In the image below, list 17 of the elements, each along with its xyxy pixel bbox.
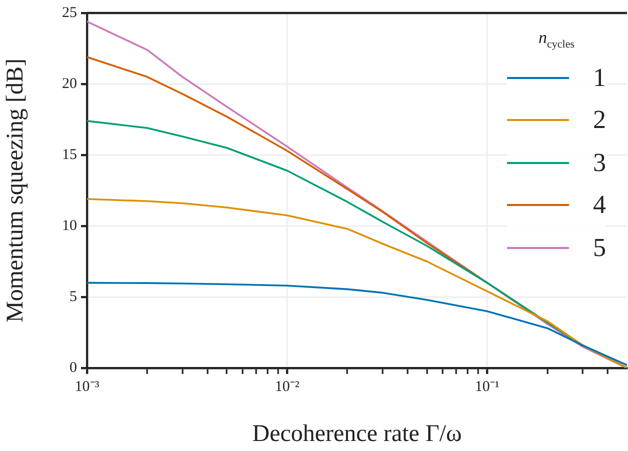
legend-title: n$_{cycles}$ <box>538 28 576 50</box>
x-tick-label: 10⁻³ <box>74 378 100 395</box>
y-tick-label: 25 <box>62 4 77 21</box>
legend-label: 1 <box>593 62 606 93</box>
x-tick-label: 10⁻¹ <box>474 378 500 395</box>
y-axis-title: Momentum squeezing [dB] <box>2 58 29 322</box>
legend-label: 3 <box>593 148 606 178</box>
y-tick-label: 20 <box>62 76 77 92</box>
x-axis-title: Decoherence rate Γ/ω <box>252 420 462 447</box>
y-tick-label: 5 <box>70 288 77 305</box>
legend-label: 5 <box>593 232 606 263</box>
y-tick-label: 15 <box>62 146 77 163</box>
legend-label: 4 <box>593 190 606 220</box>
y-tick-label: 0 <box>70 360 77 376</box>
x-tick-label: 10⁻² <box>274 378 300 395</box>
y-tick-label: 10 <box>62 218 77 234</box>
legend-label: 2 <box>593 105 606 136</box>
